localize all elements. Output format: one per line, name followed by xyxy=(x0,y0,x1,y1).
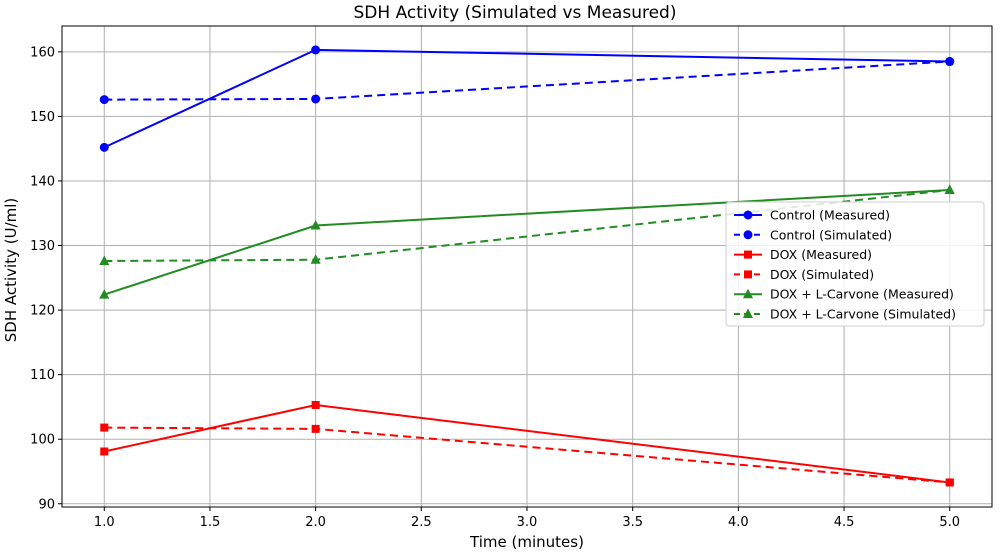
y-tick-label: 110 xyxy=(30,368,55,383)
legend-marker xyxy=(743,288,753,299)
legend-label: DOX (Measured) xyxy=(770,247,872,262)
legend-marker xyxy=(743,230,753,240)
y-axis-label: SDH Activity (U/ml) xyxy=(2,198,20,343)
data-point-dox-simulated xyxy=(311,424,320,433)
data-point-dox-measured xyxy=(100,447,109,456)
legend-label: DOX (Simulated) xyxy=(770,267,874,282)
legend-label: Control (Measured) xyxy=(770,208,890,223)
legend-box xyxy=(725,201,985,327)
data-point-dox-simulated xyxy=(100,423,109,432)
legend-item-dox-l-carvone-simulated: DOX + L-Carvone (Simulated) xyxy=(734,307,956,322)
data-point-dox-l-carvone-measured xyxy=(310,220,321,230)
x-axis-label: Time (minutes) xyxy=(469,533,584,551)
legend-marker xyxy=(743,210,753,220)
legend-marker xyxy=(744,250,752,259)
chart-title: SDH Activity (Simulated vs Measured) xyxy=(354,3,677,23)
legend-item-control-measured: Control (Measured) xyxy=(734,208,890,223)
x-tick-label: 1.5 xyxy=(200,515,221,530)
legend: Control (Measured) Control (Simulated) DOX… xyxy=(725,201,985,327)
data-point-control-simulated xyxy=(311,94,321,104)
y-tick-label: 130 xyxy=(30,239,55,254)
data-point-control-measured xyxy=(99,142,109,152)
x-tick-label: 2.5 xyxy=(411,515,432,530)
ticks: 1.0 1.5 2.0 2.5 3.0 3.5 4.0 4.5 5.0 90 100 110 120 13… xyxy=(30,45,960,530)
data-point-dox-l-carvone-measured xyxy=(99,289,110,299)
series xyxy=(99,45,955,487)
legend-label: DOX + L-Carvone (Simulated) xyxy=(770,307,956,322)
y-tick-label: 160 xyxy=(30,45,55,60)
x-tick-label: 3.5 xyxy=(622,515,643,530)
data-point-dox-l-carvone-simulated xyxy=(310,254,321,264)
data-point-control-simulated xyxy=(99,95,109,105)
x-tick-label: 3.0 xyxy=(517,515,538,530)
y-tick-label: 140 xyxy=(30,174,55,189)
legend-marker xyxy=(744,270,752,279)
data-point-control-simulated xyxy=(945,57,955,67)
y-tick-label: 100 xyxy=(30,433,55,448)
x-tick-label: 1.0 xyxy=(94,515,115,530)
x-tick-label: 5.0 xyxy=(939,515,960,530)
legend-item-control-simulated: Control (Simulated) xyxy=(734,227,892,242)
y-tick-label: 150 xyxy=(30,110,55,125)
legend-label: DOX + L-Carvone (Measured) xyxy=(770,287,954,302)
data-point-dox-simulated xyxy=(945,478,954,487)
x-tick-label: 4.0 xyxy=(728,515,749,530)
data-point-dox-l-carvone-simulated xyxy=(944,184,955,194)
series-dox-simulated xyxy=(100,423,954,487)
legend-item-dox-measured: DOX (Measured) xyxy=(734,247,872,262)
series-control-simulated xyxy=(99,57,955,105)
legend-item-dox-simulated: DOX (Simulated) xyxy=(734,267,874,282)
x-tick-label: 4.5 xyxy=(834,515,855,530)
legend-label: Control (Simulated) xyxy=(770,227,892,242)
x-tick-label: 2.0 xyxy=(305,515,326,530)
y-tick-label: 90 xyxy=(38,497,55,512)
legend-item-dox-l-carvone-measured: DOX + L-Carvone (Measured) xyxy=(734,287,954,302)
series-dox-l-carvone-simulated xyxy=(99,184,955,266)
data-point-dox-measured xyxy=(311,400,320,409)
y-tick-label: 120 xyxy=(30,304,55,319)
legend-marker xyxy=(743,308,753,318)
data-point-control-measured xyxy=(311,45,321,55)
data-point-dox-l-carvone-simulated xyxy=(99,255,110,266)
